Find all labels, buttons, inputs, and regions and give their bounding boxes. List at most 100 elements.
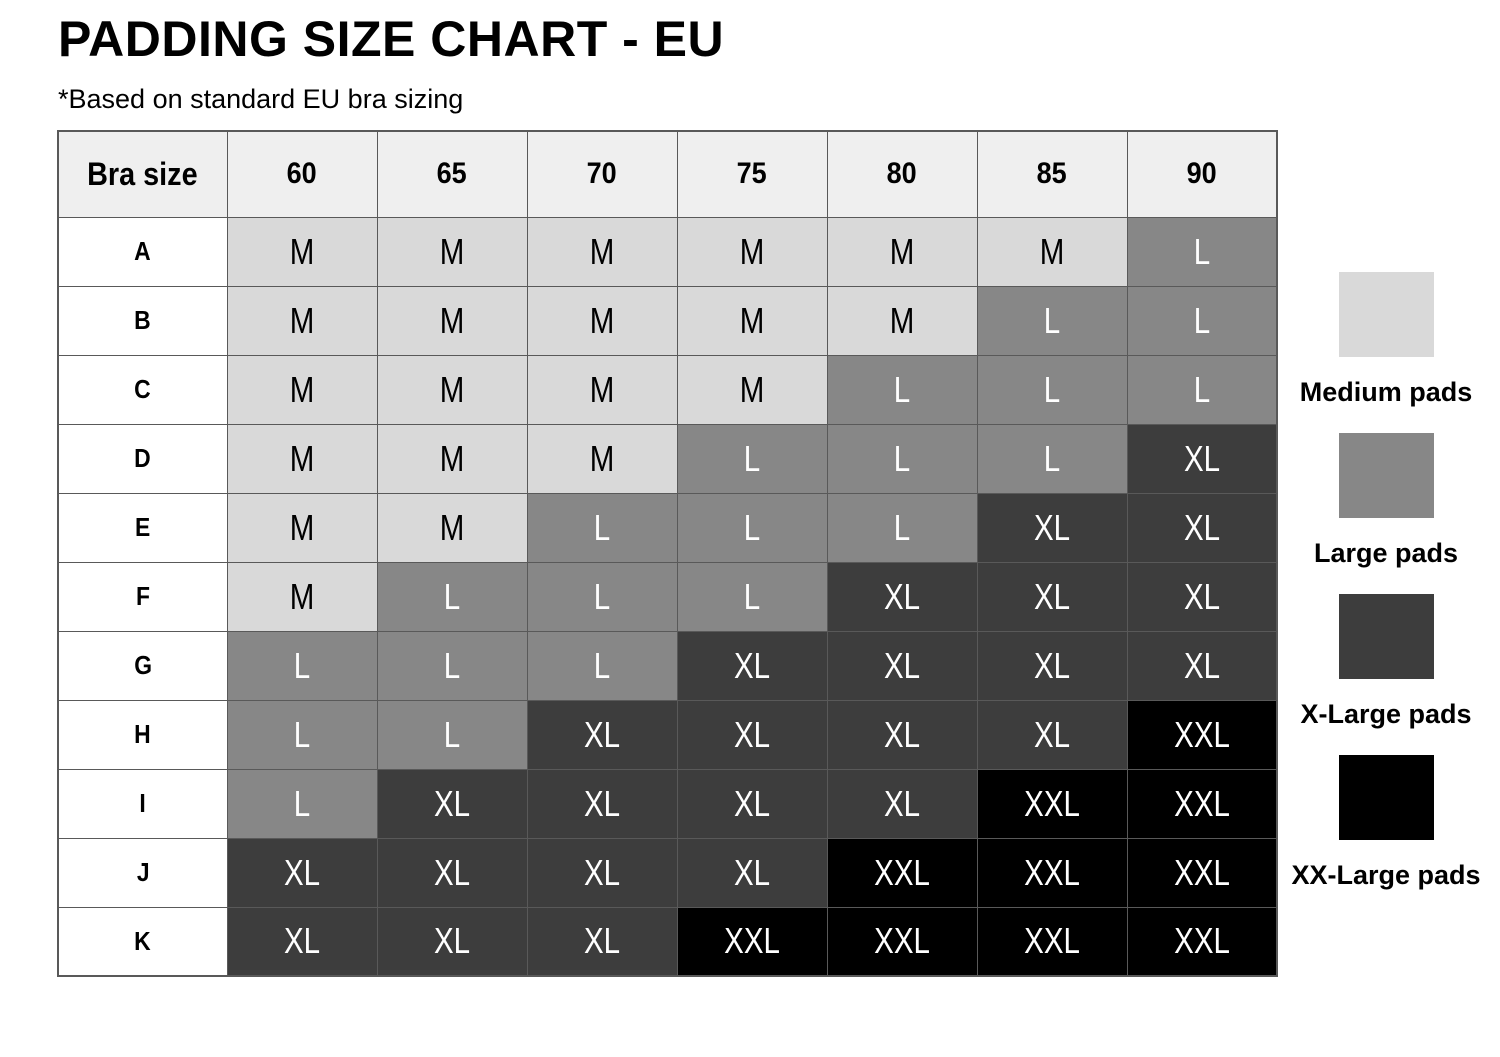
size-cell-value: XL <box>1183 575 1220 617</box>
size-cell-value: XL <box>1183 437 1220 479</box>
size-cell: XL <box>526 837 678 908</box>
size-cell: L <box>676 561 828 632</box>
row-header-label: E <box>135 512 151 542</box>
size-cell: M <box>376 216 528 287</box>
size-cell: XL <box>826 768 978 839</box>
size-cell-value: M <box>739 230 765 272</box>
size-cell: M <box>676 354 828 425</box>
size-cell: L <box>826 354 978 425</box>
size-cell: L <box>1126 354 1278 425</box>
size-cell: M <box>376 423 528 494</box>
size-cell: XL <box>826 699 978 770</box>
legend-swatch <box>1338 755 1434 840</box>
row-header: D <box>57 423 228 494</box>
row-header-label: C <box>134 374 152 404</box>
size-cell-value: XL <box>883 644 921 686</box>
size-cell: L <box>1126 285 1278 356</box>
size-cell: XL <box>676 768 828 839</box>
size-cell: L <box>826 423 978 494</box>
size-cell: M <box>226 423 378 494</box>
table-row: D M M M L L L XL <box>57 423 1278 494</box>
size-cell: L <box>376 699 528 770</box>
table-row: F M L L L XL XL XL <box>57 561 1278 632</box>
size-cell-value: XL <box>433 782 471 824</box>
size-cell: XL <box>376 837 528 908</box>
size-cell-value: L <box>1193 230 1210 272</box>
size-cell-value: L <box>743 506 761 548</box>
size-cell-value: M <box>439 368 465 410</box>
column-header-label: 75 <box>736 157 768 191</box>
size-cell: XXL <box>826 906 978 977</box>
size-cell: XXL <box>976 837 1128 908</box>
size-cell-value: M <box>289 299 315 341</box>
size-cell: M <box>676 216 828 287</box>
size-cell: XXL <box>976 768 1128 839</box>
size-cell: XL <box>976 492 1128 563</box>
size-cell-value: L <box>893 368 911 410</box>
size-cell-value: M <box>1039 230 1065 272</box>
size-cell-value: XL <box>1033 506 1071 548</box>
column-header-label: 85 <box>1036 157 1068 191</box>
size-cell-value: L <box>593 575 611 617</box>
size-cell: XXL <box>1126 768 1278 839</box>
row-header-label: D <box>134 443 152 473</box>
size-cell: L <box>976 285 1128 356</box>
size-cell-value: XXL <box>1173 920 1230 962</box>
size-cell: M <box>226 354 378 425</box>
column-header-label: 65 <box>436 157 468 191</box>
size-cell-value: XXL <box>1024 782 1080 824</box>
size-cell-value: XL <box>883 713 921 755</box>
legend: Medium pads Large pads X-Large pads XX-Larg… <box>1286 272 1486 916</box>
size-cell-value: M <box>439 299 465 341</box>
page-subtitle: *Based on standard EU bra sizing <box>58 84 464 114</box>
column-header-label: 80 <box>886 157 918 191</box>
size-cell-value: M <box>289 437 315 479</box>
row-header: K <box>57 906 228 977</box>
size-cell: XL <box>676 837 828 908</box>
size-cell-value: M <box>589 437 615 479</box>
row-header: F <box>57 561 228 632</box>
size-cell-value: L <box>443 644 461 686</box>
table-row: J XL XL XL XL XXL XXL XXL <box>57 837 1278 908</box>
size-cell-value: XL <box>1033 644 1071 686</box>
size-cell: XL <box>376 768 528 839</box>
size-cell: M <box>226 216 378 287</box>
size-cell: XXL <box>1126 906 1278 977</box>
size-cell-value: L <box>1043 299 1061 341</box>
size-cell: M <box>526 216 678 287</box>
size-cell: XXL <box>976 906 1128 977</box>
size-cell: L <box>226 768 378 839</box>
legend-item: Large pads <box>1286 433 1486 569</box>
legend-label: XX-Large pads <box>1291 860 1481 890</box>
size-cell: XL <box>1126 423 1278 494</box>
legend-swatch <box>1338 272 1434 357</box>
size-cell: L <box>376 561 528 632</box>
size-cell-value: XL <box>433 851 471 893</box>
size-cell-value: XXL <box>1173 782 1230 824</box>
size-cell: XXL <box>676 906 828 977</box>
size-cell-value: M <box>889 230 915 272</box>
size-cell-value: L <box>743 437 761 479</box>
size-cell: L <box>1126 216 1278 287</box>
row-header-label: G <box>133 650 152 680</box>
size-cell: M <box>976 216 1128 287</box>
size-cell-value: XL <box>883 575 921 617</box>
legend-item: Medium pads <box>1286 272 1486 408</box>
size-cell: L <box>976 423 1128 494</box>
size-cell-value: M <box>589 299 615 341</box>
size-cell: L <box>676 423 828 494</box>
legend-item: XX-Large pads <box>1286 755 1486 891</box>
size-cell: XL <box>226 837 378 908</box>
size-cell: L <box>226 630 378 701</box>
size-cell-value: L <box>443 713 461 755</box>
size-cell-value: XL <box>733 851 771 893</box>
size-cell-value: M <box>289 506 315 548</box>
table-row: K XL XL XL XXL XXL XXL XXL <box>57 906 1278 977</box>
size-cell: M <box>376 285 528 356</box>
size-cell-value: L <box>1193 368 1210 410</box>
table-row: I L XL XL XL XL XXL XXL <box>57 768 1278 839</box>
size-cell: L <box>376 630 528 701</box>
size-cell: XL <box>976 699 1128 770</box>
